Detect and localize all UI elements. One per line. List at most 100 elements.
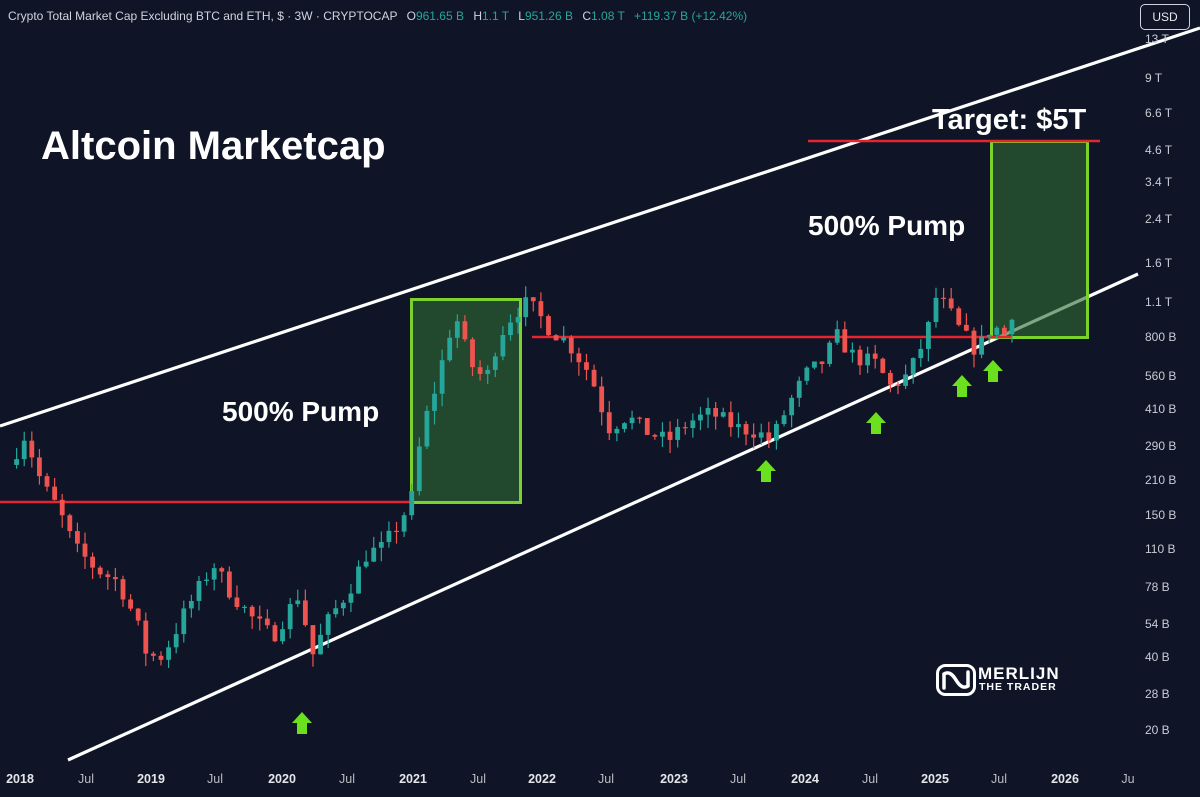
candle [872, 344, 878, 369]
candle-body [1001, 327, 1007, 335]
candle-body [918, 348, 924, 359]
x-tick-label: Jul [339, 772, 355, 786]
candle [530, 296, 536, 312]
candle [910, 357, 916, 384]
candle-body [910, 358, 916, 375]
candle-body [204, 579, 209, 582]
candle-body [188, 600, 194, 609]
candle [150, 651, 156, 662]
candle [264, 609, 270, 629]
candle-body [880, 358, 886, 373]
change-value: +119.37 B (+12.42%) [633, 9, 748, 23]
candle-body [401, 515, 407, 532]
candle-body [75, 531, 80, 544]
candle [606, 400, 612, 440]
candle [37, 448, 42, 485]
candle-body [675, 427, 681, 440]
candle [766, 421, 772, 448]
candle [1001, 324, 1007, 335]
currency-button[interactable]: USD [1140, 4, 1190, 30]
candle-body [933, 297, 939, 323]
candle [546, 314, 551, 337]
candle-body [257, 616, 263, 619]
y-tick-label: 28 B [1145, 687, 1170, 701]
candle [219, 566, 225, 583]
candle [287, 597, 293, 639]
candle-body [29, 440, 35, 458]
candle [827, 340, 833, 367]
candle [568, 335, 574, 363]
candle [158, 651, 164, 666]
candle-body [508, 322, 513, 336]
candle-body [120, 579, 126, 600]
candle-body [439, 360, 445, 394]
candle [637, 416, 643, 424]
candle [728, 401, 734, 437]
target-label: Target: $5T [932, 104, 1087, 136]
candle-body [637, 417, 643, 419]
open-value: 961.65 B [415, 9, 464, 23]
candle-body [59, 499, 65, 516]
candle [485, 365, 491, 384]
close-value: 1.08 T [591, 9, 625, 23]
candle [979, 325, 984, 359]
candle [933, 287, 939, 328]
candle-body [363, 561, 369, 567]
candle-body [37, 457, 42, 477]
merlijn-logo: MERLIJN THE TRADER [936, 662, 1086, 698]
candle [234, 585, 240, 610]
candle-body [622, 423, 627, 429]
candle-body [971, 330, 977, 355]
candle-body [546, 316, 551, 336]
candle-body [310, 625, 316, 655]
candle-body [834, 329, 840, 343]
channel-upper-line [0, 26, 1200, 428]
candle [850, 342, 855, 363]
candle [409, 484, 415, 520]
candle-body [234, 597, 240, 607]
candle-body [948, 298, 954, 309]
candle-body [660, 431, 665, 437]
candle [333, 599, 339, 618]
pump-box-2025 [990, 140, 1089, 339]
candle-body [226, 571, 232, 598]
candle-body [865, 353, 871, 366]
support-arrow-icon [983, 360, 1003, 382]
candle-body [295, 600, 301, 605]
candle [363, 550, 369, 569]
y-tick-label: 800 B [1145, 330, 1176, 344]
open-label: O [406, 9, 416, 23]
candle [204, 572, 209, 586]
candle-body [515, 317, 521, 323]
candle [97, 565, 103, 579]
candle-body [485, 369, 491, 374]
candle [751, 423, 757, 449]
candle-body [895, 384, 901, 386]
candle-body [447, 337, 453, 361]
candle [226, 566, 232, 600]
candle [394, 521, 399, 544]
candle-body [690, 420, 696, 429]
y-tick-label: 150 B [1145, 508, 1176, 522]
y-tick-label: 410 B [1145, 402, 1176, 416]
y-tick-label: 4.6 T [1145, 143, 1173, 157]
candle-body [150, 653, 156, 656]
y-tick-label: 9 T [1145, 71, 1163, 85]
candle-body [249, 606, 255, 617]
candle-body [211, 568, 217, 580]
x-tick-label: 2025 [921, 772, 949, 786]
candle-body [812, 361, 817, 368]
candle [986, 334, 992, 343]
candle-body [698, 414, 703, 421]
candle [515, 307, 521, 334]
candle [470, 337, 475, 377]
candle-body [44, 476, 50, 487]
x-tick-label: 2026 [1051, 772, 1079, 786]
candle-body [568, 337, 574, 354]
candle-body [340, 602, 346, 609]
candle-body [766, 432, 772, 441]
candle-body [751, 434, 757, 438]
chart-title: Altcoin Marketcap [41, 124, 386, 168]
